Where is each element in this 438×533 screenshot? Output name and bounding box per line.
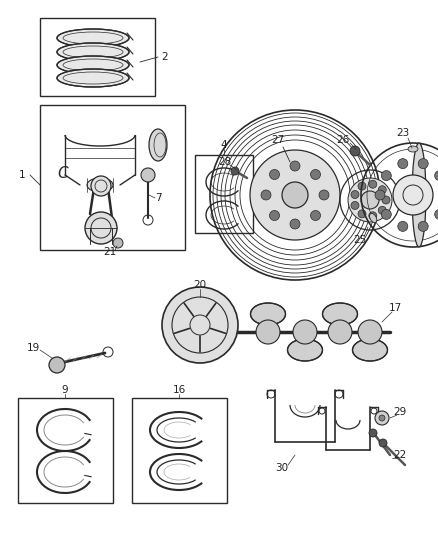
Ellipse shape [287, 339, 322, 361]
Text: 23: 23 [396, 128, 410, 138]
Ellipse shape [370, 213, 377, 223]
Circle shape [375, 411, 389, 425]
Circle shape [369, 212, 377, 220]
Ellipse shape [408, 146, 418, 152]
Ellipse shape [57, 56, 129, 74]
Ellipse shape [251, 303, 286, 325]
Circle shape [398, 221, 408, 231]
Ellipse shape [87, 178, 113, 192]
Circle shape [369, 180, 377, 188]
Ellipse shape [57, 69, 129, 87]
Circle shape [434, 209, 438, 220]
Ellipse shape [412, 143, 426, 247]
Bar [132, 398, 227, 503]
Text: 1: 1 [19, 170, 25, 180]
Circle shape [269, 211, 279, 221]
Circle shape [290, 219, 300, 229]
Bar [40, 18, 155, 96]
Circle shape [378, 185, 386, 193]
Circle shape [434, 171, 438, 181]
Circle shape [358, 182, 366, 190]
Circle shape [348, 178, 392, 222]
Ellipse shape [57, 29, 129, 47]
Ellipse shape [57, 43, 129, 61]
Bar [377, 187, 387, 203]
Circle shape [418, 159, 428, 168]
Bar [40, 105, 185, 250]
Text: C: C [58, 166, 68, 181]
Circle shape [379, 439, 387, 447]
Circle shape [382, 196, 390, 204]
Text: 9: 9 [62, 385, 68, 395]
Circle shape [113, 238, 123, 248]
Ellipse shape [353, 339, 388, 361]
Circle shape [250, 150, 340, 240]
Circle shape [351, 190, 359, 198]
Text: 27: 27 [272, 135, 285, 145]
Circle shape [311, 169, 321, 180]
Circle shape [381, 171, 391, 181]
Circle shape [311, 211, 321, 221]
Circle shape [85, 212, 117, 244]
Text: 16: 16 [173, 385, 186, 395]
Circle shape [282, 182, 308, 208]
Text: 29: 29 [393, 407, 406, 417]
Text: 30: 30 [276, 463, 289, 473]
Bar [195, 155, 253, 233]
Text: 21: 21 [103, 247, 117, 257]
Circle shape [369, 429, 377, 437]
Circle shape [328, 320, 352, 344]
Ellipse shape [322, 303, 357, 325]
Text: 2: 2 [162, 52, 168, 62]
Text: 26: 26 [336, 135, 350, 145]
Circle shape [393, 175, 433, 215]
Circle shape [378, 206, 386, 214]
Circle shape [381, 209, 391, 220]
Circle shape [379, 415, 385, 421]
Text: 7: 7 [155, 193, 161, 203]
Circle shape [358, 210, 366, 218]
Circle shape [141, 168, 155, 182]
Circle shape [361, 191, 379, 209]
Circle shape [398, 159, 408, 168]
Circle shape [293, 320, 317, 344]
Text: 4: 4 [221, 140, 227, 150]
Text: 19: 19 [26, 343, 39, 353]
Circle shape [375, 190, 385, 200]
Circle shape [231, 167, 239, 175]
Text: 22: 22 [393, 450, 406, 460]
Circle shape [269, 169, 279, 180]
Bar [18, 398, 113, 503]
Circle shape [162, 287, 238, 363]
Circle shape [350, 146, 360, 156]
Circle shape [418, 221, 428, 231]
Circle shape [261, 190, 271, 200]
Circle shape [91, 176, 111, 196]
Circle shape [351, 201, 359, 209]
Ellipse shape [149, 129, 167, 161]
Circle shape [319, 190, 329, 200]
Circle shape [256, 320, 280, 344]
Circle shape [290, 161, 300, 171]
Text: 28: 28 [219, 157, 232, 167]
Text: 25: 25 [353, 235, 367, 245]
Text: 20: 20 [194, 280, 207, 290]
Circle shape [358, 320, 382, 344]
Text: 17: 17 [389, 303, 402, 313]
Circle shape [49, 357, 65, 373]
